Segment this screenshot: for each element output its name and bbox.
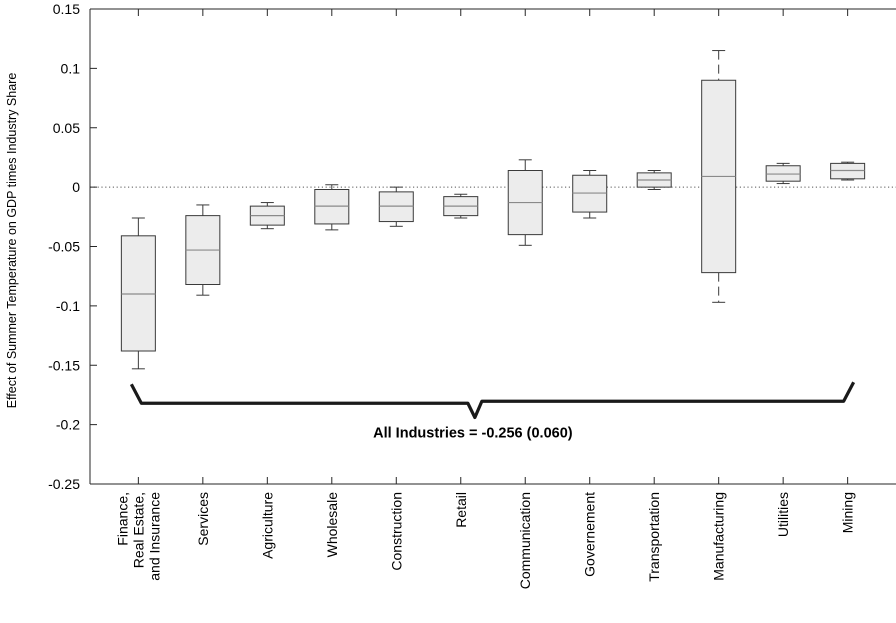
x-category-label: Manufacturing <box>711 492 727 581</box>
box-mining <box>830 161 866 181</box>
y-tick-label: 0 <box>72 179 80 195</box>
box-communication <box>507 159 543 246</box>
x-category-label: Construction <box>388 492 404 571</box>
y-tick-label: -0.15 <box>48 357 80 373</box>
all-industries-label: All Industries = -0.256 (0.060) <box>373 426 573 442</box>
box-utilities <box>765 162 801 185</box>
box-services <box>185 204 221 296</box>
box-retail <box>443 193 479 219</box>
x-category-label: Utilities <box>775 492 791 537</box>
x-category-label: Services <box>195 492 211 546</box>
box-manufacturing <box>701 50 737 303</box>
box-governement <box>572 170 608 219</box>
y-tick-label: 0.05 <box>53 120 80 136</box>
x-category-label: Real Estate, <box>130 492 146 568</box>
x-category-label: Finance, <box>114 492 130 546</box>
x-category-label: Wholesale <box>324 492 340 558</box>
y-tick-label: -0.05 <box>48 239 80 255</box>
box-plot-series <box>120 50 866 370</box>
y-tick-label: 0.15 <box>53 1 80 17</box>
box-finance-real-estate-and-insurance <box>120 217 156 370</box>
x-axis-category-labels: Finance, Real Estate, and Insurance Service… <box>114 9 856 589</box>
y-tick-label: -0.25 <box>48 476 80 492</box>
y-tick-label: -0.2 <box>56 417 80 433</box>
all-industries-bracket <box>129 381 856 420</box>
x-category-label: Transportation <box>646 492 662 582</box>
box-wholesale <box>314 184 350 231</box>
x-category-label: Governement <box>582 492 598 577</box>
y-tick-label: 0.1 <box>61 60 81 76</box>
x-category-label: Mining <box>840 492 856 533</box>
x-category-label: and Insurance <box>146 492 162 581</box>
box-transportation <box>636 170 672 190</box>
box-construction <box>378 186 414 227</box>
y-axis-ticks: -0.25 -0.2 -0.15 -0.1 -0.05 0 0.05 0.1 0.15 <box>48 1 97 492</box>
box-agriculture <box>249 202 285 230</box>
x-category-label: Communication <box>517 492 533 589</box>
y-axis-title: Effect of Summer Temperature on GDP time… <box>5 73 19 409</box>
x-category-label: Retail <box>453 492 469 528</box>
x-category-label: Agriculture <box>259 492 275 559</box>
all-industries-annotation: All Industries = -0.256 (0.060) <box>129 381 856 442</box>
y-tick-label: -0.1 <box>56 298 80 314</box>
